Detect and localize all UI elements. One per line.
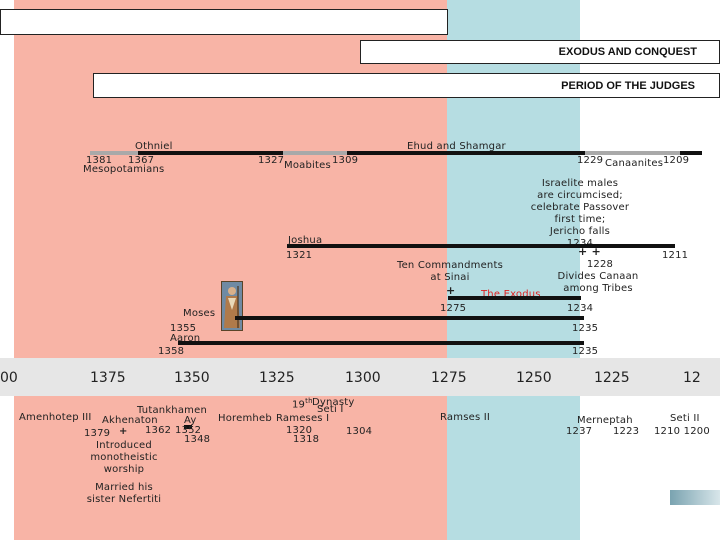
othniel-period <box>90 151 138 155</box>
divides-note-line-2: among Tribes <box>563 283 633 294</box>
joshua-lifeline <box>287 244 675 248</box>
exodus-label: The Exodus <box>481 289 541 300</box>
joshua-birth-year: 1321 <box>286 250 313 261</box>
merneptah-end-year: 1223 <box>613 426 640 437</box>
dynasty-ordinal-suffix: th <box>305 397 313 405</box>
corner-gradient-decoration <box>670 490 720 505</box>
mesopotamians-label: Mesopotamians <box>83 164 165 175</box>
judges-timeline-bar <box>90 151 702 155</box>
rameses1-start-year: 1320 <box>286 425 313 436</box>
aaron-lifeline <box>178 341 584 345</box>
circumcision-note-line-4: first time; <box>554 214 606 225</box>
akhenaton-start-year: 1379 <box>84 428 111 439</box>
moses-label: Moses <box>183 308 216 319</box>
exodus-end-year: 1234 <box>567 303 594 314</box>
exodus-start-year: 1275 <box>440 303 467 314</box>
akhenaton-label: Akhenaton <box>102 415 158 426</box>
circumcision-note-line-5: Jericho falls <box>549 226 611 237</box>
sinai-plus-mark: + <box>446 284 456 297</box>
ten-commandments-line-2: at Sinai <box>430 272 470 283</box>
exodus-wilderness-bar <box>448 296 581 300</box>
moses-end-year: 1235 <box>572 323 599 334</box>
canaanites-start-year: 1229 <box>577 155 604 166</box>
moses-portrait <box>221 281 243 331</box>
ramses2-label: Ramses II <box>440 412 491 423</box>
othniel-end-year: 1367 <box>128 155 155 166</box>
axis-year-1250: 1250 <box>516 370 552 386</box>
joshua-label: Joshua <box>288 235 323 246</box>
akhenaton-end-year: 1362 <box>145 425 172 436</box>
rameses1-end-year: 1318 <box>293 434 320 445</box>
merneptah-start-year: 1237 <box>566 426 593 437</box>
othniel-label: Othniel <box>135 141 173 152</box>
canaanite-period <box>585 151 680 155</box>
seti2-years: 1210 1200 <box>654 426 710 437</box>
ay-reign-mark <box>184 425 192 429</box>
moabites-label: Moabites <box>284 160 331 171</box>
aaron-label: Aaron <box>170 333 201 344</box>
conquest-plus-marks: + + <box>578 245 601 258</box>
ay-end-year: 1348 <box>184 434 211 445</box>
axis-year-1350: 1350 <box>174 370 210 386</box>
moses-figure-icon <box>222 282 242 330</box>
seti1-end-year: 1304 <box>346 426 373 437</box>
seti2-label: Seti II <box>670 413 700 424</box>
axis-year-1200: 12 <box>683 370 701 386</box>
ten-commandments-line-1: Ten Commandments <box>396 260 504 271</box>
rameses1-label: Rameses I <box>276 413 330 424</box>
moses-lifeline <box>235 316 584 320</box>
merneptah-label: Merneptah <box>577 415 633 426</box>
ehud-period <box>283 151 347 155</box>
nefertiti-note-line-2: sister Nefertiti <box>86 494 162 505</box>
axis-year-1300: 1300 <box>345 370 381 386</box>
jericho-year: 1234 <box>520 238 640 249</box>
moses-birth-year: 1355 <box>170 323 197 334</box>
exodus-conquest-label: EXODUS AND CONQUEST <box>558 46 697 58</box>
aaron-end-year: 1235 <box>572 346 599 357</box>
akhenaton-plus-mark: + <box>119 426 128 437</box>
horemheb-label: Horemheb <box>218 413 272 424</box>
period-judges-label: PERIOD OF THE JUDGES <box>561 80 695 92</box>
ay-label: Ay <box>184 415 197 426</box>
ehud-start-year: 1327 <box>258 155 285 166</box>
divides-note-line-1: Divides Canaan <box>557 271 639 282</box>
exodus-conquest-banner: EXODUS AND CONQUEST <box>360 40 720 64</box>
dynasty-number: 19th <box>292 396 313 410</box>
dynasty-ordinal: 19 <box>292 399 306 411</box>
amenhotep-label: Amenhotep III <box>19 412 92 423</box>
axis-year-1275: 1275 <box>431 370 467 386</box>
axis-year-1225: 1225 <box>594 370 630 386</box>
top-blank-banner <box>0 9 448 35</box>
tutankhamen-end-year: 1352 <box>175 425 202 436</box>
axis-year-1325: 1325 <box>259 370 295 386</box>
othniel-start-year: 1381 <box>86 155 113 166</box>
axis-year-1375: 1375 <box>90 370 126 386</box>
circumcision-note-line-2: are circumcised; <box>537 190 623 201</box>
aaron-birth-year: 1358 <box>158 346 185 357</box>
dynasty-word: Dynasty <box>312 397 355 408</box>
akhenaton-note-line-1: Introduced <box>96 440 152 451</box>
tutankhamen-label: Tutankhamen <box>137 405 208 416</box>
period-judges-banner: PERIOD OF THE JUDGES <box>93 73 720 98</box>
year-axis-band <box>0 358 720 396</box>
ehud-shamgar-label: Ehud and Shamgar <box>407 141 506 152</box>
akhenaton-note-line-3: worship <box>103 464 145 475</box>
canaanites-label: Canaanites <box>605 158 664 169</box>
divides-year: 1228 <box>586 259 614 270</box>
circumcision-note-line-1: Israelite males <box>541 178 619 189</box>
ehud-end-year: 1309 <box>332 155 359 166</box>
akhenaton-note-line-2: monotheistic <box>90 452 158 463</box>
canaanites-end-year: 1209 <box>663 155 690 166</box>
seti1-label: Seti I <box>317 404 344 415</box>
nefertiti-note-line-1: Married his <box>95 482 153 493</box>
joshua-end-year: 1211 <box>662 250 689 261</box>
axis-year-1400: 00 <box>0 370 18 386</box>
circumcision-note-line-3: celebrate Passover <box>530 202 630 213</box>
